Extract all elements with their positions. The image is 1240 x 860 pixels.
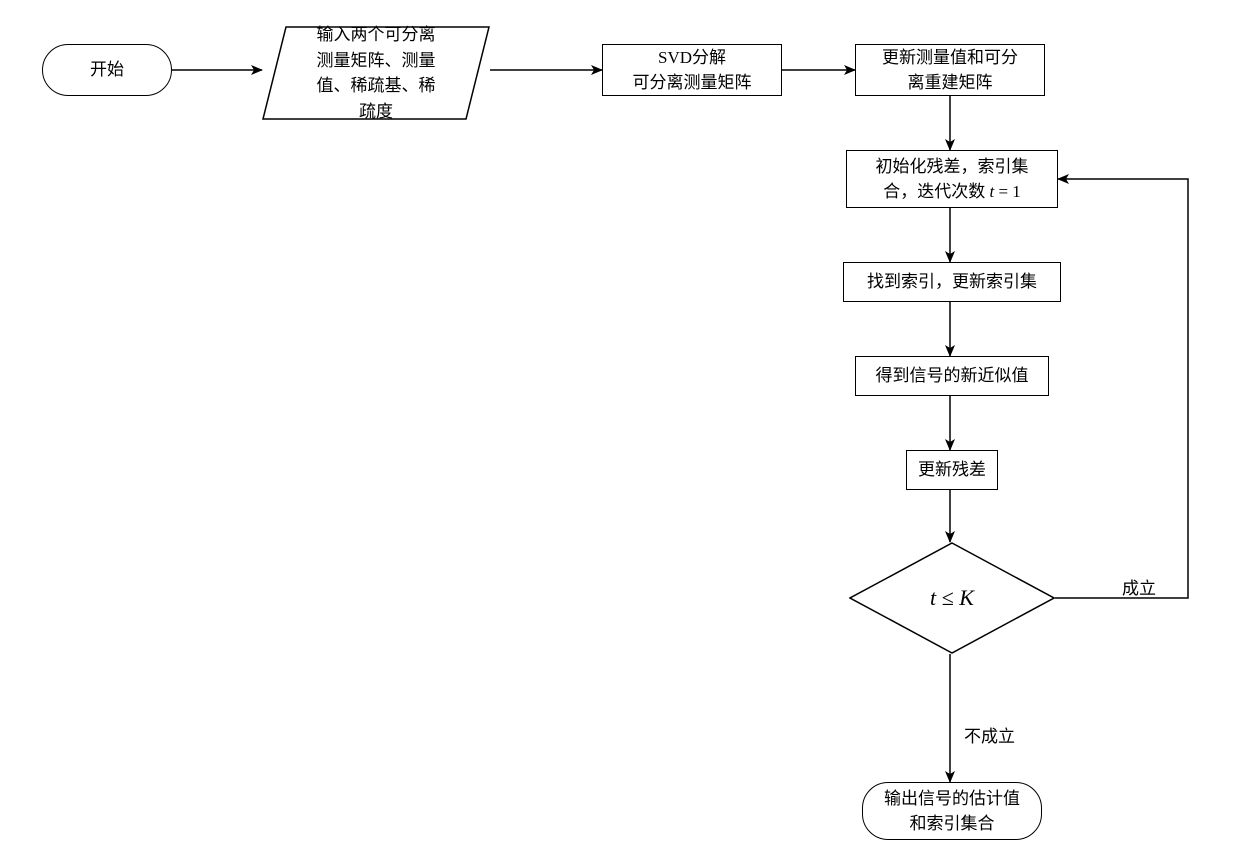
find-index-label: 找到索引，更新索引集 (867, 269, 1037, 295)
update-measure-node: 更新测量值和可分 离重建矩阵 (855, 44, 1045, 96)
edge-cond-init (1055, 179, 1188, 598)
input-node: 输入两个可分离 测量矩阵、测量 值、稀疏基、稀 疏度 (262, 26, 490, 120)
start-node: 开始 (42, 44, 172, 96)
svd-label: SVD分解 可分离测量矩阵 (633, 45, 752, 96)
start-label: 开始 (90, 57, 124, 83)
approx-node: 得到信号的新近似值 (855, 356, 1049, 396)
update-residual-label: 更新残差 (918, 457, 986, 483)
output-node: 输出信号的估计值 和索引集合 (862, 782, 1042, 840)
init-label: 初始化残差，索引集合，迭代次数 t = 1 (876, 154, 1029, 205)
svd-node: SVD分解 可分离测量矩阵 (602, 44, 782, 96)
edge-label-cond-init: 成立 (1122, 574, 1156, 599)
edge-label-cond-output: 不成立 (964, 722, 1015, 747)
find-index-node: 找到索引，更新索引集 (843, 262, 1061, 302)
init-node: 初始化残差，索引集合，迭代次数 t = 1 (846, 150, 1058, 208)
condition-node: t ≤ K (849, 542, 1055, 654)
update-measure-label: 更新测量值和可分 离重建矩阵 (882, 45, 1018, 96)
approx-label: 得到信号的新近似值 (876, 363, 1029, 389)
input-label: 输入两个可分离 测量矩阵、测量 值、稀疏基、稀 疏度 (317, 22, 436, 124)
condition-label: t ≤ K (930, 585, 974, 611)
edges-layer (0, 0, 1240, 860)
output-label: 输出信号的估计值 和索引集合 (884, 786, 1020, 837)
update-residual-node: 更新残差 (906, 450, 998, 490)
